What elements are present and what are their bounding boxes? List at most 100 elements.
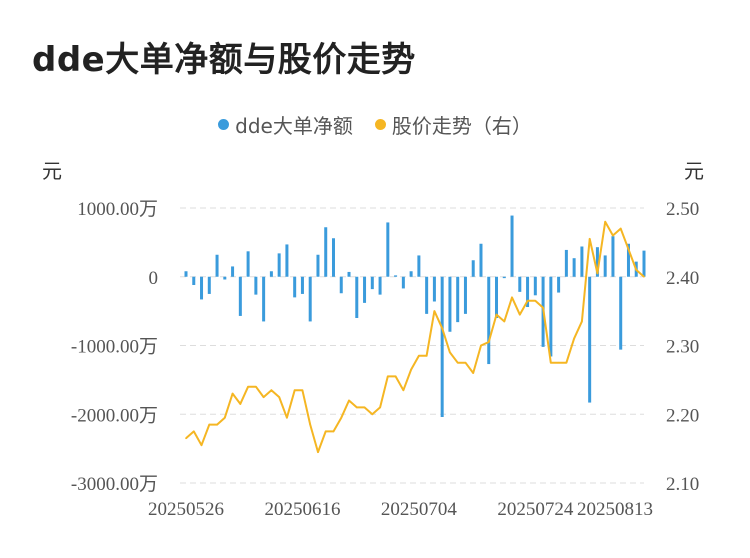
dde-bar[interactable] [300,276,304,294]
dde-bar[interactable] [471,260,475,277]
dde-bar[interactable] [277,253,281,277]
price-point[interactable] [596,272,599,275]
price-point[interactable] [332,430,335,433]
dde-bar[interactable] [432,276,436,302]
dde-bar[interactable] [184,271,188,277]
price-point[interactable] [363,406,366,409]
dde-bar[interactable] [370,276,374,290]
dde-bar[interactable] [409,271,413,277]
price-point[interactable] [231,392,234,395]
dde-bar[interactable] [642,250,646,277]
dde-bar[interactable] [456,276,460,323]
dde-bar[interactable] [401,276,405,289]
dde-bar[interactable] [463,276,467,314]
price-point[interactable] [635,269,638,271]
price-point[interactable] [340,416,343,419]
price-point[interactable] [278,396,280,398]
price-point[interactable] [247,385,249,388]
dde-bar[interactable] [626,243,630,277]
price-point[interactable] [255,385,257,388]
price-point[interactable] [293,389,296,391]
price-point[interactable] [518,313,521,316]
dde-bar[interactable] [440,276,444,417]
dde-bar[interactable] [572,258,576,277]
price-point[interactable] [324,430,327,433]
dde-bar[interactable] [603,255,607,277]
dde-bar[interactable] [269,271,273,277]
dde-bar[interactable] [425,276,429,314]
price-point[interactable] [526,300,529,302]
price-point[interactable] [239,403,242,405]
price-point[interactable] [425,355,428,357]
price-point[interactable] [449,351,451,354]
dde-bar[interactable] [293,276,297,298]
price-point[interactable] [224,416,226,419]
dde-bar[interactable] [324,227,328,277]
dde-bar[interactable] [238,276,242,316]
price-point[interactable] [441,327,443,330]
price-point[interactable] [355,406,358,409]
dde-bar[interactable] [223,276,227,280]
dde-bar[interactable] [580,246,584,277]
price-point[interactable] [379,406,381,409]
legend-item-dde[interactable]: dde大单净额 [218,110,353,139]
price-point[interactable] [534,300,537,302]
price-point[interactable] [286,416,288,419]
price-point[interactable] [604,220,606,223]
dde-bar[interactable] [564,249,568,277]
dde-bar[interactable] [386,222,390,277]
price-point[interactable] [200,444,203,446]
price-point[interactable] [487,341,490,343]
dde-bar[interactable] [611,236,615,277]
price-point[interactable] [262,396,265,398]
price-point[interactable] [495,313,498,316]
dde-bar[interactable] [549,276,553,357]
dde-bar[interactable] [254,276,258,295]
dde-bar[interactable] [510,215,514,277]
dde-bar[interactable] [339,276,343,294]
price-point[interactable] [472,372,475,374]
price-point[interactable] [511,296,513,299]
dde-bar[interactable] [619,276,623,350]
dde-bar[interactable] [192,276,196,285]
price-point[interactable] [464,361,467,364]
dde-bar[interactable] [595,247,599,277]
price-point[interactable] [456,361,459,364]
dde-bar[interactable] [285,244,289,277]
price-point[interactable] [503,320,506,323]
dde-bar[interactable] [231,266,235,277]
dde-bar[interactable] [487,276,491,365]
price-point[interactable] [192,430,195,433]
price-point[interactable] [573,337,575,340]
dde-bar[interactable] [215,254,219,277]
dde-bar[interactable] [502,276,506,279]
dde-bar[interactable] [355,276,359,318]
dde-bar[interactable] [262,276,266,322]
dde-bar[interactable] [588,276,592,403]
price-point[interactable] [270,389,273,391]
dde-bar[interactable] [495,276,499,318]
dde-bar[interactable] [417,255,421,277]
price-point[interactable] [301,389,304,391]
price-point[interactable] [565,361,568,364]
price-point[interactable] [433,310,436,312]
dde-bar[interactable] [479,243,483,277]
price-point[interactable] [612,234,614,237]
price-point[interactable] [542,306,544,309]
price-point[interactable] [309,423,312,426]
dde-bar[interactable] [308,276,312,322]
price-point[interactable] [387,375,389,378]
price-point[interactable] [208,423,211,426]
price-point[interactable] [410,368,412,371]
dde-bar[interactable] [378,276,382,295]
price-point[interactable] [371,413,374,416]
dde-bar[interactable] [246,251,250,277]
price-point[interactable] [557,361,560,364]
price-point[interactable] [216,423,218,426]
dde-bar[interactable] [394,275,398,277]
price-point[interactable] [588,238,591,240]
dde-bar[interactable] [331,238,335,277]
dde-bar[interactable] [363,276,367,303]
dde-bar[interactable] [518,276,522,292]
price-point[interactable] [627,248,630,251]
